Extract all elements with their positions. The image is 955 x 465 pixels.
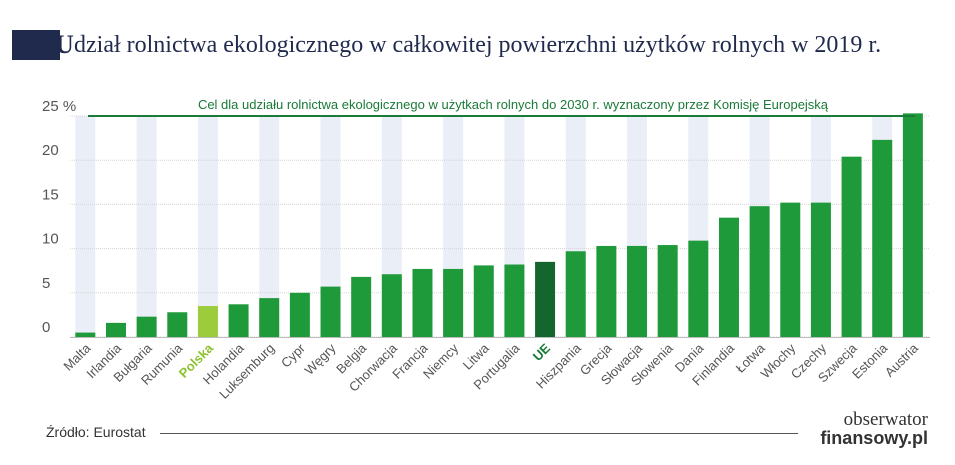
bar-5 (228, 304, 249, 337)
bar-24 (810, 202, 831, 337)
x-tick-label: UE (530, 340, 554, 364)
bar-16 (565, 251, 586, 337)
bar-8 (320, 286, 341, 337)
bar-4 (197, 306, 218, 337)
title-accent-block (12, 30, 60, 60)
column-band (320, 116, 341, 337)
y-tick-label: 15 (42, 186, 59, 203)
column-band (136, 116, 157, 337)
bar-19 (657, 245, 678, 337)
chart-title: U dział rolnictwa ekologicznego w całkow… (12, 28, 947, 64)
y-tick-label: 10 (42, 231, 59, 248)
bar-12 (443, 268, 464, 337)
bar-14 (504, 264, 525, 337)
title-text: dział rolnictwa ekologicznego w całkowit… (74, 32, 882, 58)
bar-20 (688, 240, 709, 337)
x-tick-label: Austria (882, 340, 922, 380)
column-band (75, 116, 96, 337)
bar-22 (749, 206, 770, 337)
bar-11 (412, 268, 433, 337)
x-tick-label: Węgry (301, 340, 339, 378)
bar-26 (872, 139, 893, 337)
bar-1 (105, 322, 126, 337)
bar-6 (259, 298, 280, 337)
bar-17 (596, 245, 617, 337)
bar-10 (381, 274, 402, 337)
bar-27 (902, 113, 923, 338)
bar-15 (535, 261, 556, 337)
bar-13 (473, 265, 494, 337)
logo-line-1: obserwator (843, 409, 928, 430)
bar-21 (718, 217, 739, 337)
bar-25 (841, 156, 862, 337)
publisher-logo: obserwator finansowy.pl (808, 409, 928, 448)
x-tick-label: Niemcy (420, 340, 462, 382)
column-band (259, 116, 280, 337)
bar-9 (351, 276, 372, 337)
bar-7 (289, 292, 310, 337)
footer-divider (160, 433, 798, 434)
x-tick-label: Estonia (849, 340, 891, 382)
bar-23 (780, 202, 801, 337)
column-band (197, 116, 218, 337)
y-tick-label: 25 % (42, 98, 76, 115)
y-tick-label: 5 (42, 275, 50, 292)
bar-2 (136, 316, 157, 337)
y-tick-label: 20 (42, 142, 59, 159)
bar-0 (75, 332, 96, 337)
source-note: Źródło: Eurostat (46, 424, 146, 440)
title-initial: U (55, 30, 74, 59)
logo-line-2: finansowy.pl (820, 428, 928, 448)
y-tick-label: 0 (42, 319, 50, 336)
bar-chart: 0 5 10 15 20 25 % Cel dla udziału rolnictwa ek… (42, 97, 930, 402)
bar-18 (627, 245, 648, 337)
bar-3 (167, 312, 188, 337)
target-label: Cel dla udziału rolnictwa ekologicznego … (198, 97, 829, 112)
